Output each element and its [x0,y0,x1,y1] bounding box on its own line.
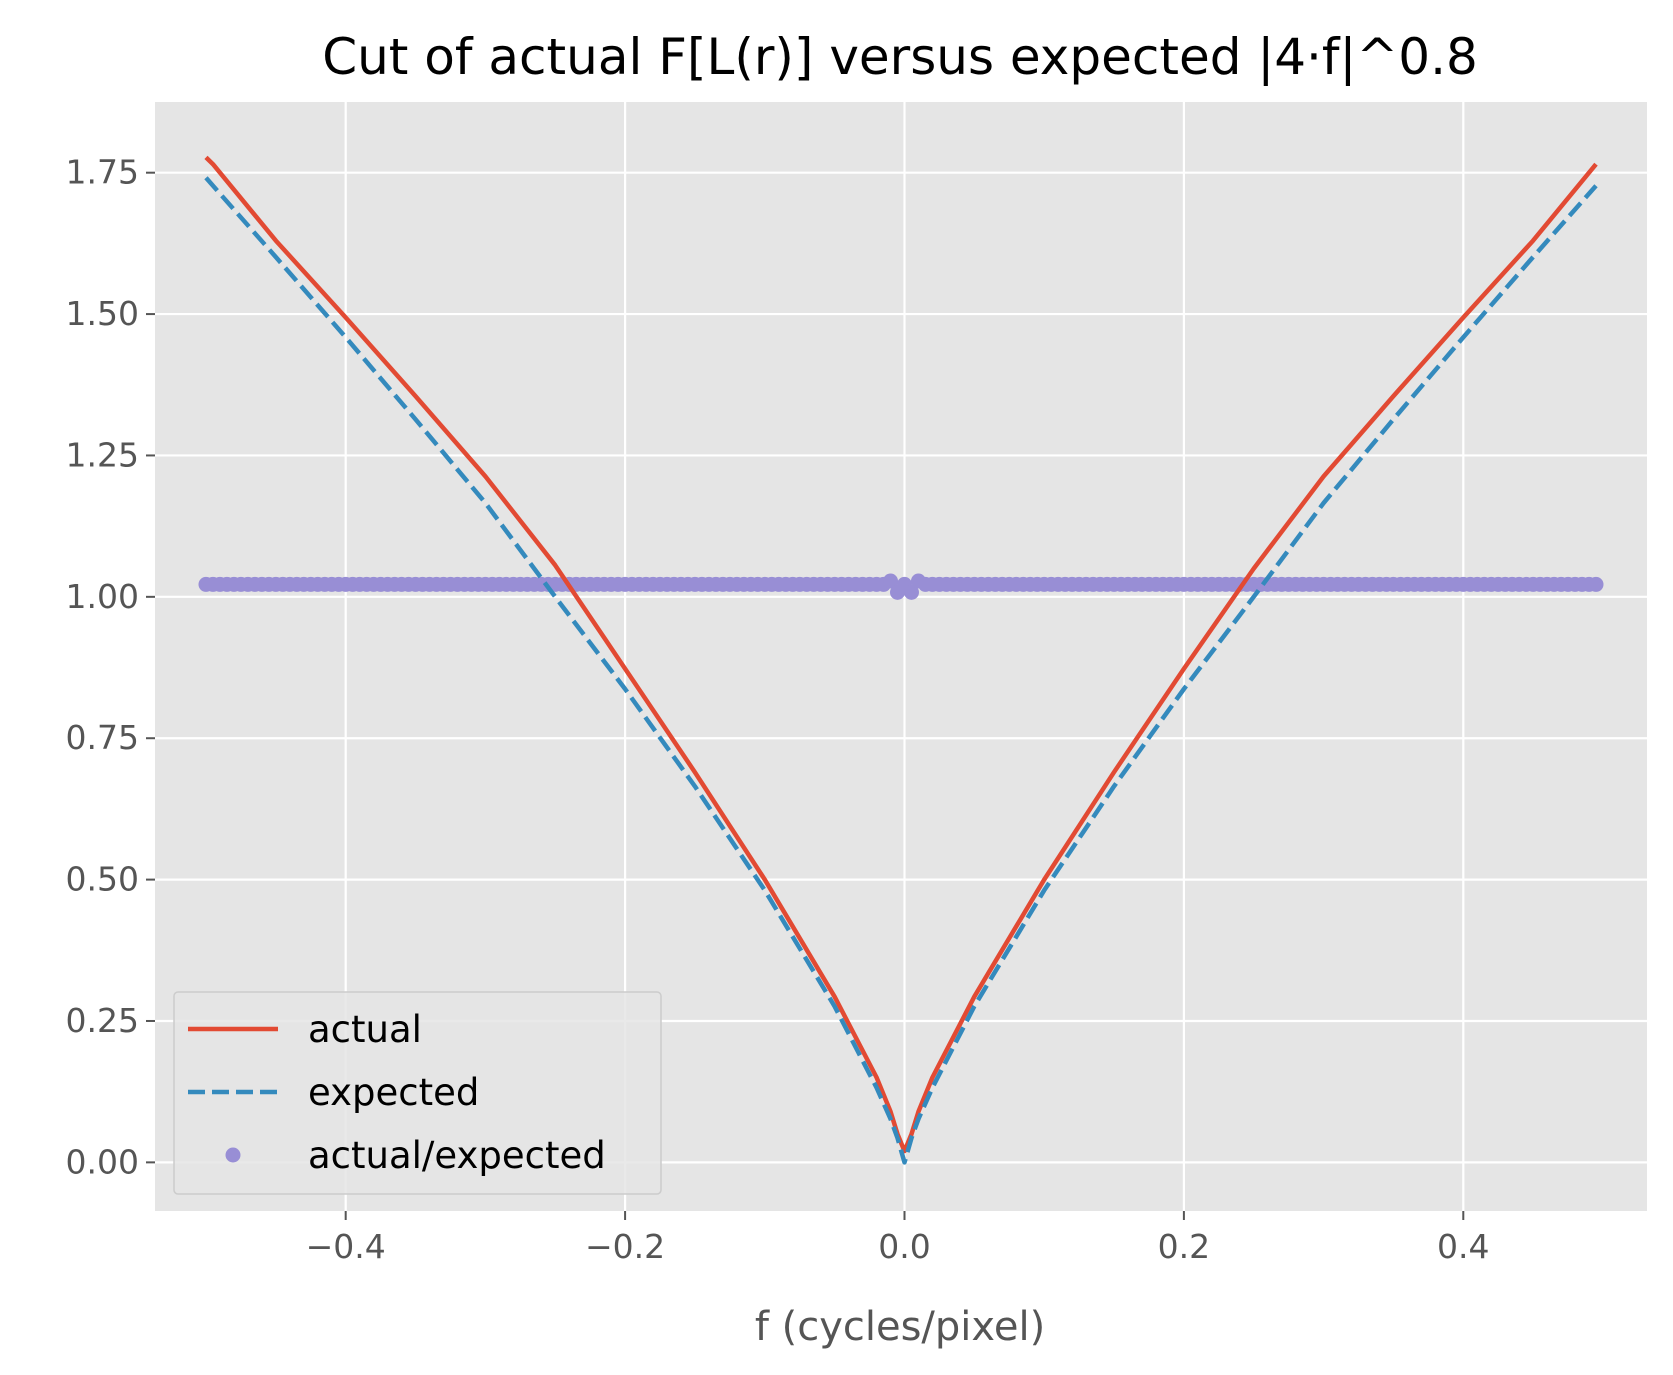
x-tick-label: −0.4 [306,1227,386,1266]
x-axis-label: f (cycles/pixel) [755,1304,1045,1350]
legend-label-actual: actual [308,1008,422,1051]
x-tick-label: −0.2 [585,1227,665,1266]
x-axis: −0.4 −0.2 0.0 0.2 0.4 [306,1211,1490,1266]
actual-expected-point [1588,576,1604,592]
legend-label-actual-expected: actual/expected [308,1134,606,1177]
expected-line [204,176,1598,1165]
y-axis: 0.00 0.25 0.50 0.75 1.00 1.25 1.50 1.75 [66,153,155,1181]
legend-swatch-actual-expected [225,1147,241,1163]
chart-title: Cut of actual F[L(r)] versus expected |4… [322,28,1478,86]
y-tick-label: 0.25 [66,1001,139,1040]
y-tick-label: 0.75 [66,718,139,757]
actual-expected-point [903,584,919,600]
actual-expected-point [883,573,899,589]
legend-label-expected: expected [308,1071,479,1114]
legend: actual expected actual/expected [173,991,662,1195]
plot-data [198,155,1604,1165]
y-tick-label: 1.75 [66,153,139,192]
y-tick-label: 1.50 [66,294,139,333]
x-tick-label: 0.4 [1437,1227,1489,1266]
actual-line [204,155,1598,1154]
y-tick-label: 1.25 [66,435,139,474]
legend-box [173,991,662,1195]
y-tick-label: 0.00 [66,1142,139,1181]
y-tick-label: 1.00 [66,577,139,616]
y-tick-label: 0.50 [66,860,139,899]
x-tick-label: 0.0 [878,1227,930,1266]
x-tick-label: 0.2 [1158,1227,1210,1266]
